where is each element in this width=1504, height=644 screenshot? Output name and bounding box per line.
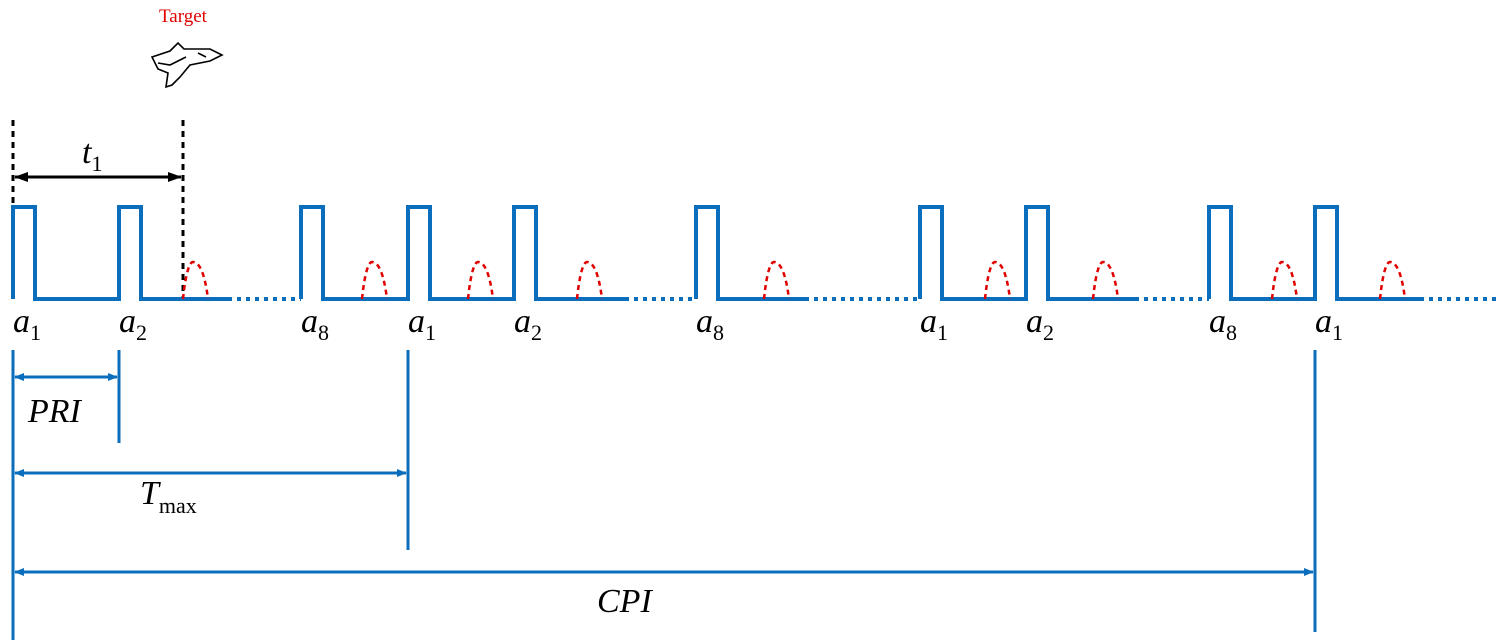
- t1-label: t1: [82, 134, 102, 176]
- pulse-label: a1: [13, 303, 41, 345]
- target-label: Target: [159, 6, 208, 27]
- echo-pulse: [983, 260, 1012, 300]
- signal-segment: [1207, 205, 1420, 301]
- echo-group: [181, 260, 1407, 300]
- echo-pulse: [181, 260, 210, 300]
- pulse-signal: [11, 205, 1500, 301]
- signal-segment: [918, 205, 1135, 301]
- echo-pulse: [575, 260, 604, 300]
- signal-segment: [11, 205, 228, 301]
- echo-pulse: [762, 260, 791, 300]
- pulse-label: a1: [1315, 303, 1343, 345]
- cpi-label: CPI: [597, 583, 653, 620]
- fighter-jet-icon: [150, 41, 224, 89]
- echo-pulse: [1378, 260, 1407, 300]
- pulse-label: a2: [514, 303, 542, 345]
- pulse-label: a2: [1026, 303, 1054, 345]
- t1-marker: t1: [11, 120, 185, 299]
- pulse-label: a8: [696, 303, 724, 345]
- tmax-label: Tmax: [140, 475, 197, 518]
- pri-label: PRI: [27, 393, 83, 430]
- echo-pulse: [466, 260, 495, 300]
- echo-pulse: [1270, 260, 1299, 300]
- interval-markers: PRI Tmax CPI: [11, 350, 1317, 640]
- pulse-label: a1: [408, 303, 436, 345]
- echo-pulse: [1091, 260, 1120, 300]
- pulse-label: a8: [301, 303, 329, 345]
- echo-pulse: [360, 260, 389, 300]
- pulse-label: a8: [1209, 303, 1237, 345]
- signal-segment: [299, 205, 625, 301]
- signal-segment: [694, 205, 805, 301]
- pulse-label: a2: [119, 303, 147, 345]
- pulse-labels: a1 a2 a8 a1 a2 a8 a1 a2 a8 a1: [13, 303, 1343, 345]
- pulse-label: a1: [920, 303, 948, 345]
